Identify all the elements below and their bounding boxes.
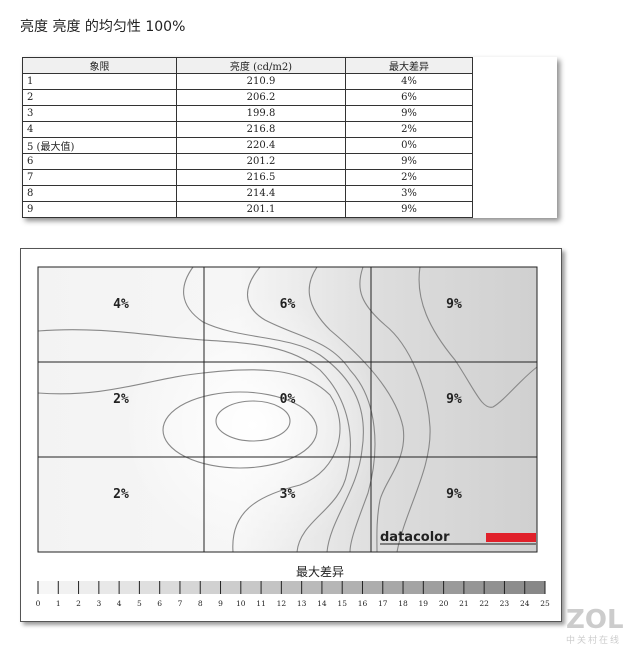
legend-swatch (382, 581, 404, 594)
legend-swatch (504, 581, 525, 594)
legend-tick-label: 16 (358, 599, 368, 608)
table-row: 9 201.1 9% (22, 201, 473, 218)
legend-swatch (321, 581, 343, 594)
legend-swatch (159, 581, 180, 594)
cell-value-label: 6% (280, 297, 296, 312)
header-quadrant: 象限 (22, 57, 177, 74)
table-row: 8 214.4 3% (22, 185, 473, 202)
datacolor-logo-text: datacolor (380, 530, 450, 545)
legend-swatch (261, 581, 282, 594)
legend-swatch (362, 581, 383, 594)
contour-line (37, 329, 351, 553)
legend-swatch (98, 581, 120, 594)
legend-tick-label: 1 (56, 599, 61, 608)
legend-swatch (179, 581, 201, 594)
brightness-table: 象限 亮度 (cd/m2) 最大差异 1 210.9 4% 2 206.2 6% 3 199.… (22, 57, 473, 218)
page-title: 亮度 亮度 的均匀性 100% (20, 19, 186, 35)
contour-line (37, 369, 341, 553)
legend-tick-label: 14 (317, 599, 327, 608)
table-row: 1 210.9 4% (22, 73, 473, 90)
legend-tick-label: 21 (459, 599, 469, 608)
cell-value-label: 2% (113, 392, 129, 407)
plot-highlight (38, 267, 537, 552)
legend-tick-label: 13 (297, 599, 307, 608)
datacolor-logo-bar (486, 533, 536, 542)
legend-swatch (119, 581, 140, 594)
cell-value-label: 0% (280, 392, 296, 407)
legend-swatch (463, 581, 485, 594)
cell-value-label: 9% (446, 392, 462, 407)
contour-line (162, 391, 318, 469)
cell-value-label: 3% (280, 487, 296, 502)
legend-swatch (423, 581, 444, 594)
legend-swatch (403, 581, 424, 594)
legend-tick-label: 18 (398, 599, 408, 608)
legend-swatch (281, 581, 302, 594)
contour-line (418, 266, 538, 408)
legend-tick-label: 19 (419, 599, 429, 608)
legend-swatch (200, 581, 221, 594)
zol-watermark: ZOL (566, 605, 624, 635)
contour-line (247, 266, 376, 553)
legend-title: 最大差异 (295, 565, 344, 579)
legend-tick-label: 8 (198, 599, 203, 608)
legend-tick-label: 23 (500, 599, 510, 608)
cell-value-label: 4% (113, 297, 129, 312)
legend-tick-label: 24 (520, 599, 530, 608)
legend-swatch (139, 581, 160, 594)
cell-value-label: 2% (113, 487, 129, 502)
table-row: 6 201.2 9% (22, 153, 473, 170)
legend-tick-label: 12 (277, 599, 287, 608)
legend-tick-label: 0 (36, 599, 41, 608)
legend-tick-label: 15 (337, 599, 347, 608)
zol-watermark-sub: 中关村在线 (566, 636, 622, 646)
legend-tick-label: 22 (479, 599, 489, 608)
legend-tick-label: 4 (117, 599, 122, 608)
legend-swatch (58, 581, 79, 594)
contour-line (359, 266, 431, 553)
header-max-diff: 最大差异 (345, 57, 473, 74)
legend-tick-label: 20 (439, 599, 449, 608)
legend-swatch (301, 581, 322, 594)
legend-swatch (220, 581, 241, 594)
legend-swatch (240, 581, 262, 594)
cell-brightness: 201.1 (176, 201, 346, 218)
legend-swatch (78, 581, 99, 594)
cell-value-label: 9% (446, 297, 462, 312)
legend-tick-label: 17 (378, 599, 388, 608)
legend-tick-label: 25 (540, 599, 550, 608)
legend-swatch (484, 581, 505, 594)
header-brightness: 亮度 (cd/m2) (176, 57, 346, 74)
legend-tick-label: 6 (157, 599, 162, 608)
legend-tick-label: 7 (178, 599, 183, 608)
table-row: 3 199.8 9% (22, 105, 473, 122)
legend-tick-label: 9 (218, 599, 223, 608)
legend-tick-label: 11 (256, 599, 266, 608)
legend-tick-label: 2 (76, 599, 81, 608)
legend-swatch (38, 581, 59, 594)
legend-swatch (342, 581, 363, 594)
cell-max-diff: 9% (345, 201, 473, 218)
legend-swatch (443, 581, 464, 594)
legend-tick-label: 3 (96, 599, 101, 608)
plot-border (37, 266, 538, 553)
contour-line (183, 266, 364, 553)
contour-line (308, 266, 405, 553)
legend-swatch (524, 581, 545, 594)
legend-tick-label: 5 (137, 599, 142, 608)
legend-tick-label: 10 (236, 599, 246, 608)
contour-line (215, 400, 291, 442)
cell-value-label: 9% (446, 487, 462, 502)
